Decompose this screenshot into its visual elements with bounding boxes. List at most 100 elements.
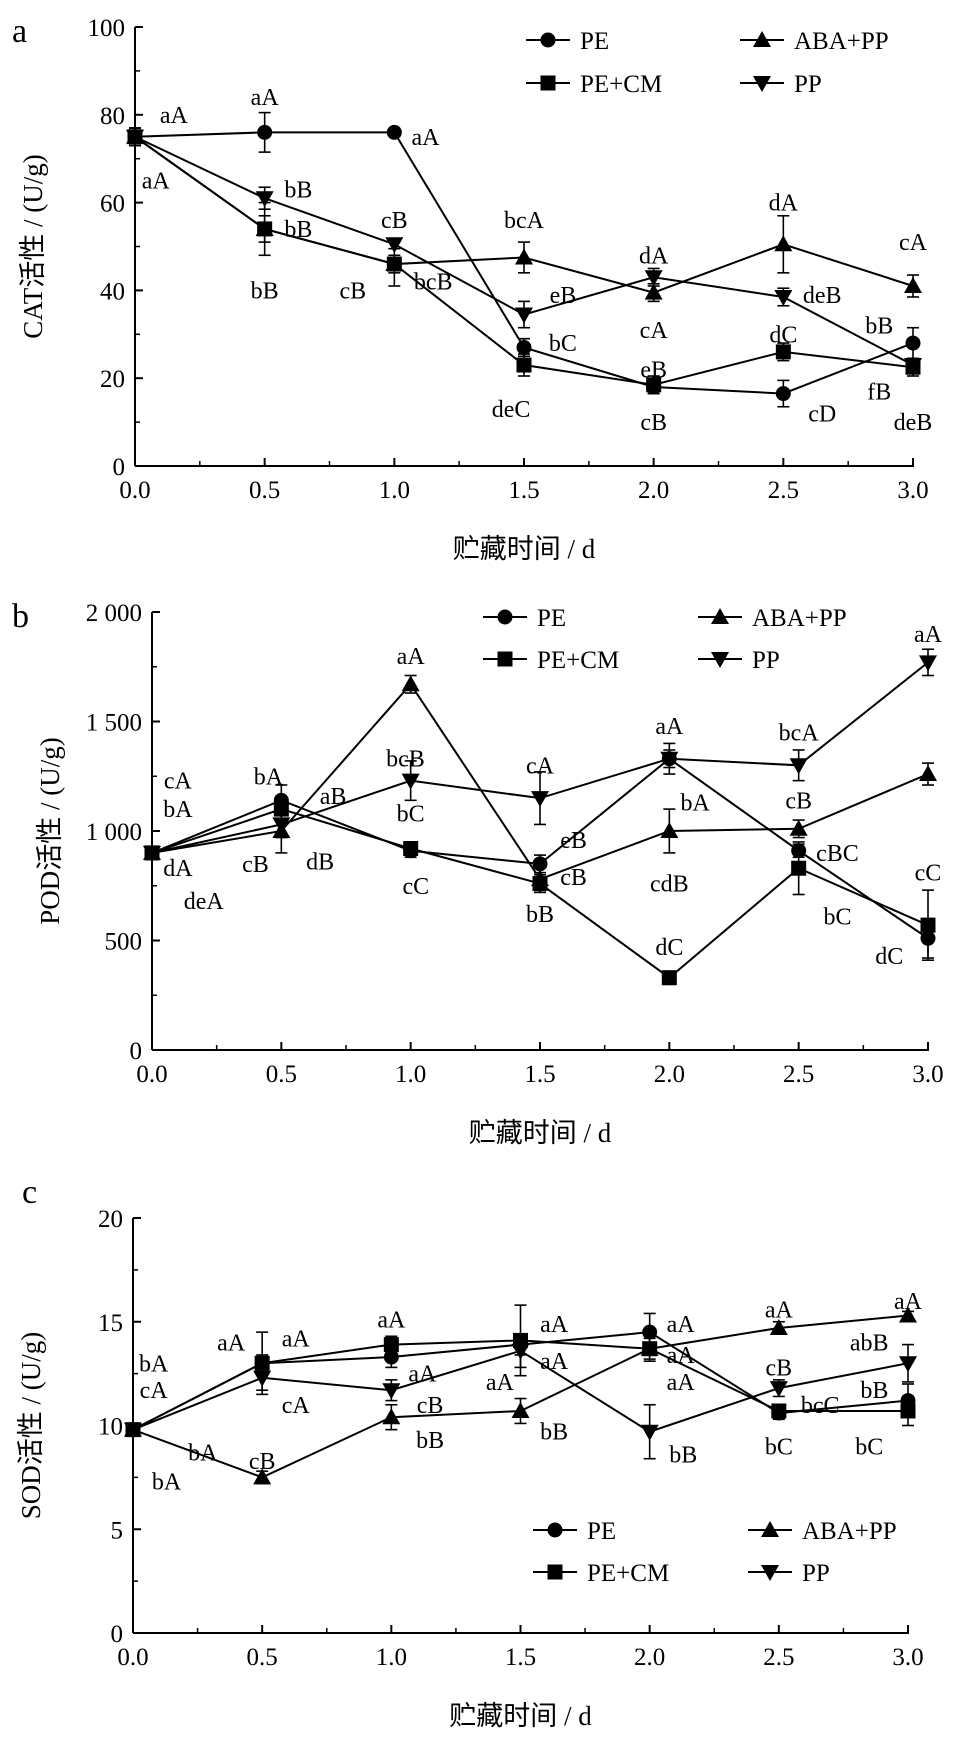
significance-label: deB <box>894 410 933 436</box>
data-point <box>511 1343 530 1360</box>
data-point <box>515 248 533 265</box>
significance-label: aA <box>142 169 171 195</box>
data-point <box>401 675 420 692</box>
significance-label: bA <box>139 1351 169 1377</box>
significance-label: cD <box>808 401 836 427</box>
significance-label: aA <box>914 622 943 648</box>
y-tick-label: 10 <box>98 1414 123 1441</box>
significance-label: bB <box>865 314 893 340</box>
significance-label: cA <box>164 769 193 795</box>
significance-label: cA <box>526 753 555 779</box>
series-PP <box>126 127 922 375</box>
legend-label: PE+CM <box>580 71 662 98</box>
significance-label: bcA <box>779 720 820 746</box>
series-ABA+PP <box>124 1306 917 1485</box>
significance-label: bB <box>860 1378 888 1404</box>
legend-marker <box>711 608 729 624</box>
significance-label: bA <box>163 797 193 823</box>
data-point <box>383 1337 399 1353</box>
significance-label: eB <box>560 828 587 854</box>
data-point <box>640 1339 659 1356</box>
significance-label: cC <box>915 861 942 887</box>
significance-label: bB <box>251 278 279 304</box>
series-PP <box>124 1333 917 1460</box>
significance-label: bB <box>416 1428 444 1454</box>
significance-label: bcC <box>801 1393 840 1419</box>
data-point <box>143 845 161 862</box>
data-point <box>385 237 404 254</box>
y-tick-label: 500 <box>105 929 143 956</box>
x-tick-label: 2.5 <box>768 477 799 504</box>
data-point <box>660 751 679 768</box>
significance-label: cB <box>640 410 667 436</box>
data-point <box>401 773 420 790</box>
significance-label: cB <box>249 1449 276 1475</box>
significance-label: cdB <box>650 872 689 898</box>
significance-label: abB <box>850 1331 889 1357</box>
x-tick-label: 0.5 <box>266 1061 297 1088</box>
data-point <box>382 1383 401 1400</box>
legend-marker <box>753 76 771 92</box>
significance-label: bC <box>397 801 425 827</box>
significance-label: eB <box>550 283 577 309</box>
significance-label: cB <box>785 788 812 814</box>
legend-label: PE+CM <box>537 647 619 674</box>
significance-label: aA <box>540 1312 569 1338</box>
legend: PE ABA+PP PE+CM PP <box>483 605 847 674</box>
legend-marker <box>761 1521 779 1537</box>
data-point <box>775 344 791 360</box>
legend-marker <box>761 1565 779 1581</box>
significance-label: bB <box>526 902 554 928</box>
y-tick-label: 100 <box>88 15 126 42</box>
data-point <box>904 358 922 375</box>
significance-label: aA <box>160 103 189 129</box>
significance-label: cB <box>417 1393 444 1419</box>
x-tick-label: 2.0 <box>634 1644 665 1671</box>
data-point <box>532 856 548 872</box>
data-point <box>272 817 291 834</box>
y-tick-label: 20 <box>98 1206 123 1233</box>
data-point <box>640 1424 659 1441</box>
data-point <box>904 277 922 294</box>
series-line <box>151 808 929 980</box>
y-tick-label: 15 <box>98 1310 123 1337</box>
significance-label: bB <box>540 1420 568 1446</box>
data-point <box>920 917 936 933</box>
data-point <box>515 307 533 324</box>
significance-label: bC <box>855 1434 883 1460</box>
significance-label: bA <box>188 1440 218 1466</box>
x-tick-label: 1.0 <box>395 1061 426 1088</box>
significance-label: deC <box>492 397 531 423</box>
significance-label: dA <box>639 243 669 269</box>
significance-label: bB <box>284 177 312 203</box>
data-point <box>771 1403 787 1419</box>
significance-label: bB <box>669 1443 697 1469</box>
series-ABA+PP <box>126 127 922 303</box>
significance-label: dC <box>655 935 683 961</box>
y-tick-label: 60 <box>100 191 125 218</box>
significance-label: aB <box>320 784 347 810</box>
data-point <box>644 283 663 300</box>
significance-label: bcB <box>386 747 425 773</box>
significance-label: aA <box>667 1312 696 1338</box>
significance-label: aA <box>894 1289 923 1315</box>
data-point <box>511 1401 530 1418</box>
significance-label: dC <box>769 322 797 348</box>
legend-label: PP <box>794 71 822 98</box>
significance-label: cB <box>765 1355 792 1381</box>
significance-label: bC <box>823 904 851 930</box>
x-axis-title: 贮藏时间 / d <box>469 1118 612 1148</box>
significance-label: cBC <box>816 841 859 867</box>
significance-label: aA <box>486 1370 515 1396</box>
legend-marker <box>540 75 556 91</box>
significance-label: fB <box>867 379 891 405</box>
significance-label: bcB <box>414 270 453 296</box>
significance-label: aA <box>667 1370 696 1396</box>
x-tick-label: 2.5 <box>783 1061 814 1088</box>
x-tick-label: 2.0 <box>638 477 669 504</box>
significance-label: cA <box>899 230 928 256</box>
data-point <box>900 1403 916 1419</box>
y-tick-label: 20 <box>100 366 125 393</box>
data-point <box>899 1356 917 1373</box>
data-point <box>646 377 662 393</box>
